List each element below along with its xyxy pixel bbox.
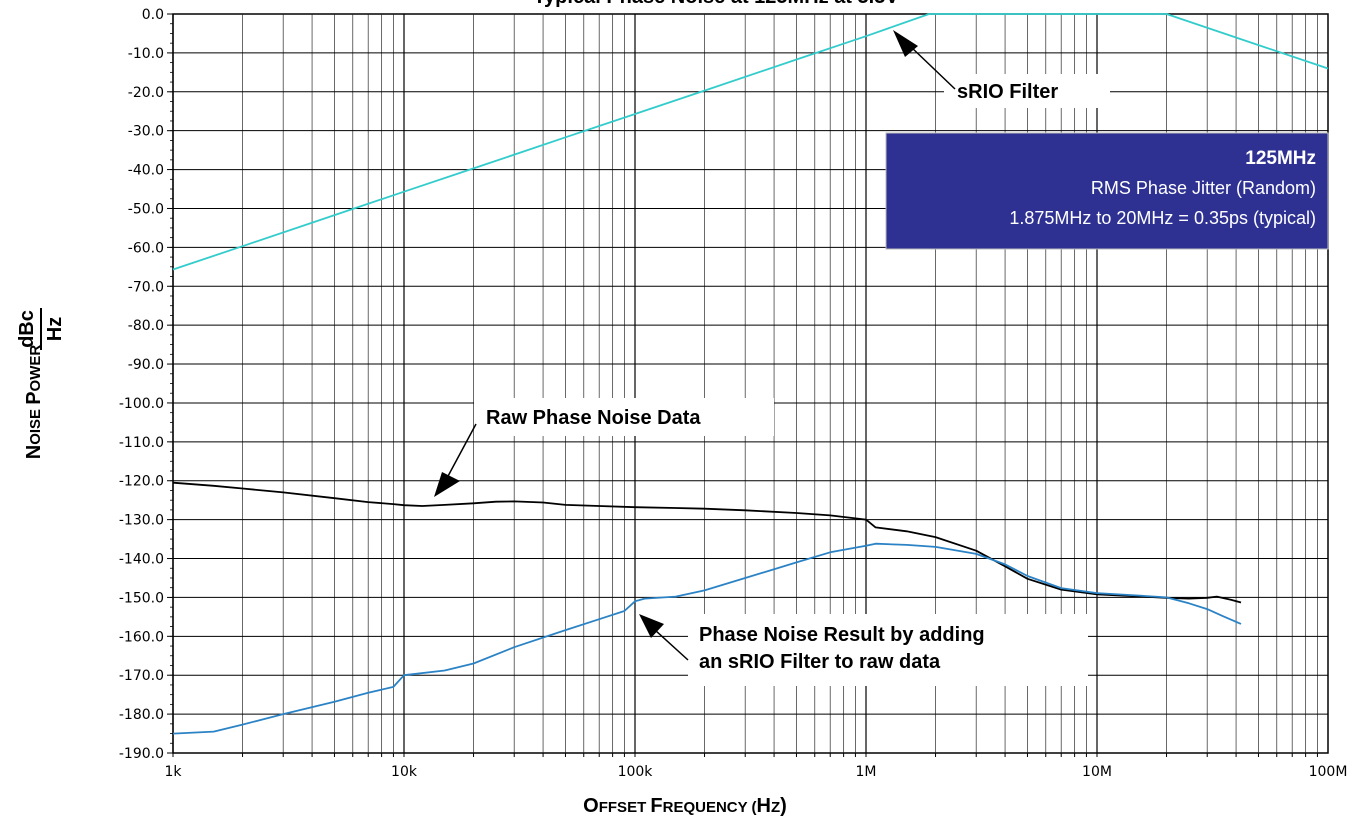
annotation-result-label-line1: Phase Noise Result by adding <box>699 624 985 646</box>
y-tick-label: -20.0 <box>128 85 164 101</box>
y-tick-label: -170.0 <box>119 668 164 684</box>
annotation-srio-arrow-line <box>909 45 956 90</box>
x-tick-label: 1M <box>856 764 877 780</box>
y-tick-label: -140.0 <box>119 552 164 568</box>
x-tick-label: 10k <box>391 764 418 780</box>
x-tick-labels: 1k 10k 100k 1M 10M 100M <box>164 764 1347 780</box>
annotation-raw-label: Raw Phase Noise Data <box>486 407 701 429</box>
y-tick-label: -130.0 <box>119 513 164 529</box>
annotation-raw: Raw Phase Noise Data <box>434 398 774 497</box>
x-tick-label: 100M <box>1309 764 1348 780</box>
jitter-box: 125MHz RMS Phase Jitter (Random) 1.875MH… <box>885 132 1329 250</box>
y-unit-denominator: Hz <box>44 317 66 341</box>
y-tick-label: -160.0 <box>119 629 164 645</box>
y-tick-label: -80.0 <box>128 318 164 334</box>
annotation-srio-background <box>944 74 1110 108</box>
y-tick-label: -100.0 <box>119 396 164 412</box>
annotation-srio-arrowhead <box>893 30 918 57</box>
y-tick-label: -150.0 <box>119 590 164 606</box>
annotation-result-background <box>688 614 1088 686</box>
annotation-result-label-line2: an sRIO Filter to raw data <box>699 651 941 673</box>
y-tick-label: -120.0 <box>119 474 164 490</box>
y-tick-label: -190.0 <box>119 746 164 762</box>
jitter-box-value: 1.875MHz to 20MHz = 0.35ps (typical) <box>1009 208 1316 228</box>
jitter-box-frequency: 125MHz <box>1245 148 1316 169</box>
y-tick-label: -30.0 <box>128 124 164 140</box>
series-line-srio <box>172 13 1329 271</box>
y-tick-label: -50.0 <box>128 201 164 217</box>
y-tick-labels: 0.0 -10.0 -20.0 -30.0 -40.0 -50.0 -60.0 -70.0 -8… <box>119 7 164 762</box>
annotation-raw-arrowhead <box>434 472 460 497</box>
y-tick-label: -70.0 <box>128 279 164 295</box>
annotation-result-arrow-line <box>654 629 689 661</box>
series-lines <box>172 13 1329 735</box>
x-axis-label: OFFSET FREQUENCY (HZ) <box>583 795 787 817</box>
annotation-result-arrowhead <box>639 614 664 638</box>
y-tick-label: -90.0 <box>128 357 164 373</box>
y-tick-label: -180.0 <box>119 707 164 723</box>
series-line-result <box>172 542 1242 735</box>
annotation-srio-label: sRIO Filter <box>957 81 1058 103</box>
y-axis-label-text: NOISE POWER <box>23 345 45 460</box>
y-tick-label: -40.0 <box>128 163 164 179</box>
y-axis-label: NOISE POWER dBc Hz <box>16 308 66 459</box>
y-unit-numerator: dBc <box>16 310 38 348</box>
chart-title: Typical Phase Noise at 125MHz at 3.3V <box>533 0 899 8</box>
y-tick-label: 0.0 <box>142 7 164 23</box>
x-tick-label: 1k <box>164 764 182 780</box>
y-tick-label: -10.0 <box>128 46 164 62</box>
annotation-raw-arrow-line <box>446 423 477 479</box>
jitter-box-background <box>885 132 1329 250</box>
x-tick-label: 100k <box>618 764 654 780</box>
y-tick-label: -60.0 <box>128 240 164 256</box>
annotation-result: Phase Noise Result by adding an sRIO Fil… <box>639 614 1088 686</box>
jitter-box-label: RMS Phase Jitter (Random) <box>1091 178 1316 198</box>
annotation-srio: sRIO Filter <box>893 30 1110 108</box>
y-tick-label: -110.0 <box>119 435 164 451</box>
annotation-raw-background <box>474 398 774 436</box>
x-tick-label: 10M <box>1082 764 1112 780</box>
